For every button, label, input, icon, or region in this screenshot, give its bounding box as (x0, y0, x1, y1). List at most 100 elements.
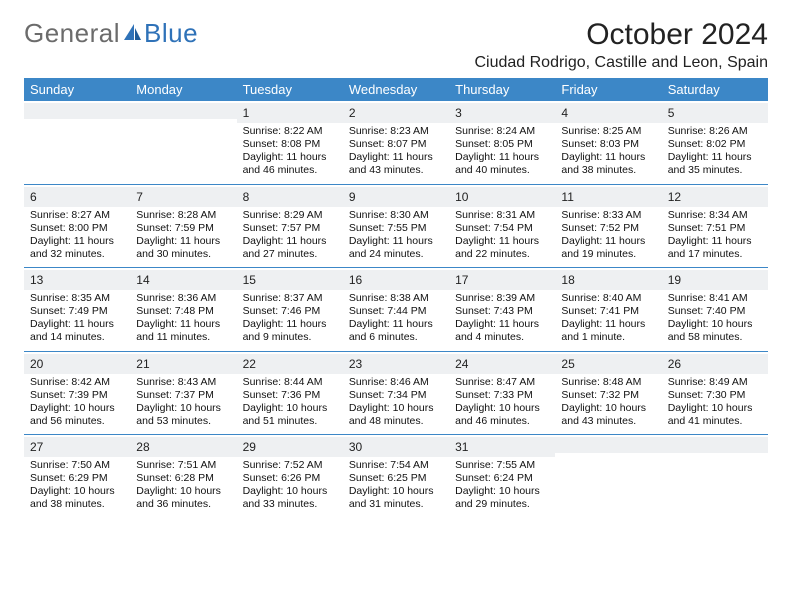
day-cell: 6Sunrise: 8:27 AMSunset: 8:00 PMDaylight… (24, 185, 130, 268)
empty-cell (555, 435, 661, 518)
info-line: Daylight: 10 hours (136, 402, 230, 415)
info-line: and 31 minutes. (349, 498, 443, 511)
day-cell: 7Sunrise: 8:28 AMSunset: 7:59 PMDaylight… (130, 185, 236, 268)
info-line: Daylight: 10 hours (136, 485, 230, 498)
info-line: and 41 minutes. (668, 415, 762, 428)
day-number: 25 (561, 357, 574, 371)
info-line: Daylight: 11 hours (136, 318, 230, 331)
day-cell: 3Sunrise: 8:24 AMSunset: 8:05 PMDaylight… (449, 101, 555, 184)
day-cell: 31Sunrise: 7:55 AMSunset: 6:24 PMDayligh… (449, 435, 555, 518)
day-cell: 9Sunrise: 8:30 AMSunset: 7:55 PMDaylight… (343, 185, 449, 268)
info-line: Daylight: 10 hours (455, 485, 549, 498)
day-header-friday: Friday (555, 78, 661, 101)
info-line: Daylight: 11 hours (561, 151, 655, 164)
info-line: Daylight: 10 hours (349, 485, 443, 498)
info-line: and 38 minutes. (561, 164, 655, 177)
info-line: Daylight: 10 hours (243, 402, 337, 415)
info-line: and 58 minutes. (668, 331, 762, 344)
info-line: Sunset: 7:57 PM (243, 222, 337, 235)
info-line: Daylight: 11 hours (561, 235, 655, 248)
day-number: 30 (349, 440, 362, 454)
info-line: Daylight: 10 hours (561, 402, 655, 415)
day-cell: 8Sunrise: 8:29 AMSunset: 7:57 PMDaylight… (237, 185, 343, 268)
info-line: Sunset: 7:30 PM (668, 389, 762, 402)
day-cell: 16Sunrise: 8:38 AMSunset: 7:44 PMDayligh… (343, 268, 449, 351)
info-line: and 51 minutes. (243, 415, 337, 428)
info-line: Daylight: 11 hours (349, 318, 443, 331)
day-cell: 29Sunrise: 7:52 AMSunset: 6:26 PMDayligh… (237, 435, 343, 518)
day-number: 26 (668, 357, 681, 371)
info-line: Sunrise: 8:30 AM (349, 209, 443, 222)
day-number: 27 (30, 440, 43, 454)
info-line: Sunrise: 8:49 AM (668, 376, 762, 389)
info-line: Daylight: 10 hours (30, 402, 124, 415)
day-cell: 22Sunrise: 8:44 AMSunset: 7:36 PMDayligh… (237, 352, 343, 435)
info-line: Sunrise: 7:54 AM (349, 459, 443, 472)
day-header-tuesday: Tuesday (237, 78, 343, 101)
info-line: and 36 minutes. (136, 498, 230, 511)
info-line: Sunrise: 8:43 AM (136, 376, 230, 389)
info-line: Sunset: 7:54 PM (455, 222, 549, 235)
info-line: Sunset: 6:24 PM (455, 472, 549, 485)
info-line: and 17 minutes. (668, 248, 762, 261)
day-number: 7 (136, 190, 143, 204)
day-cell: 4Sunrise: 8:25 AMSunset: 8:03 PMDaylight… (555, 101, 661, 184)
info-line: Sunrise: 8:34 AM (668, 209, 762, 222)
info-line: Sunrise: 7:51 AM (136, 459, 230, 472)
brand-word1: General (24, 18, 120, 49)
day-number: 17 (455, 273, 468, 287)
info-line: and 33 minutes. (243, 498, 337, 511)
location-text: Ciudad Rodrigo, Castille and Leon, Spain (474, 54, 768, 72)
info-line: Sunset: 7:41 PM (561, 305, 655, 318)
calendar-grid: SundayMondayTuesdayWednesdayThursdayFrid… (24, 78, 768, 518)
info-line: Sunrise: 8:25 AM (561, 125, 655, 138)
day-number: 15 (243, 273, 256, 287)
day-number: 5 (668, 106, 675, 120)
day-number: 12 (668, 190, 681, 204)
info-line: Sunset: 8:07 PM (349, 138, 443, 151)
info-line: Sunset: 7:55 PM (349, 222, 443, 235)
info-line: Daylight: 10 hours (668, 318, 762, 331)
info-line: Sunrise: 8:31 AM (455, 209, 549, 222)
day-cell: 13Sunrise: 8:35 AMSunset: 7:49 PMDayligh… (24, 268, 130, 351)
day-cell: 24Sunrise: 8:47 AMSunset: 7:33 PMDayligh… (449, 352, 555, 435)
day-number: 20 (30, 357, 43, 371)
info-line: Daylight: 10 hours (455, 402, 549, 415)
info-line: Sunset: 7:39 PM (30, 389, 124, 402)
info-line: Sunrise: 8:35 AM (30, 292, 124, 305)
info-line: Daylight: 11 hours (668, 235, 762, 248)
info-line: Sunset: 6:25 PM (349, 472, 443, 485)
day-header-row: SundayMondayTuesdayWednesdayThursdayFrid… (24, 78, 768, 101)
info-line: Daylight: 11 hours (561, 318, 655, 331)
brand-word2: Blue (144, 18, 198, 49)
weeks-container: 1Sunrise: 8:22 AMSunset: 8:08 PMDaylight… (24, 101, 768, 518)
info-line: Daylight: 10 hours (668, 402, 762, 415)
day-cell: 25Sunrise: 8:48 AMSunset: 7:32 PMDayligh… (555, 352, 661, 435)
info-line: Sunrise: 8:28 AM (136, 209, 230, 222)
info-line: Sunrise: 8:37 AM (243, 292, 337, 305)
day-cell: 5Sunrise: 8:26 AMSunset: 8:02 PMDaylight… (662, 101, 768, 184)
info-line: and 56 minutes. (30, 415, 124, 428)
info-line: Sunset: 6:29 PM (30, 472, 124, 485)
info-line: Sunrise: 8:48 AM (561, 376, 655, 389)
info-line: Daylight: 11 hours (455, 318, 549, 331)
week-row: 13Sunrise: 8:35 AMSunset: 7:49 PMDayligh… (24, 268, 768, 352)
day-number: 21 (136, 357, 149, 371)
info-line: Sunrise: 8:27 AM (30, 209, 124, 222)
info-line: Daylight: 10 hours (349, 402, 443, 415)
info-line: Sunrise: 8:46 AM (349, 376, 443, 389)
info-line: Sunset: 7:43 PM (455, 305, 549, 318)
day-cell: 2Sunrise: 8:23 AMSunset: 8:07 PMDaylight… (343, 101, 449, 184)
info-line: Sunset: 8:08 PM (243, 138, 337, 151)
day-header-sunday: Sunday (24, 78, 130, 101)
info-line: and 40 minutes. (455, 164, 549, 177)
info-line: Sunrise: 8:36 AM (136, 292, 230, 305)
info-line: Sunrise: 7:50 AM (30, 459, 124, 472)
info-line: Sunset: 7:49 PM (30, 305, 124, 318)
info-line: Sunset: 7:36 PM (243, 389, 337, 402)
day-cell: 18Sunrise: 8:40 AMSunset: 7:41 PMDayligh… (555, 268, 661, 351)
day-number: 24 (455, 357, 468, 371)
week-row: 27 Sunrise: 7:50 AMSunset: 6:29 PM Dayligh… (24, 435, 768, 518)
info-line: Daylight: 11 hours (30, 318, 124, 331)
info-line: Daylight: 11 hours (30, 235, 124, 248)
